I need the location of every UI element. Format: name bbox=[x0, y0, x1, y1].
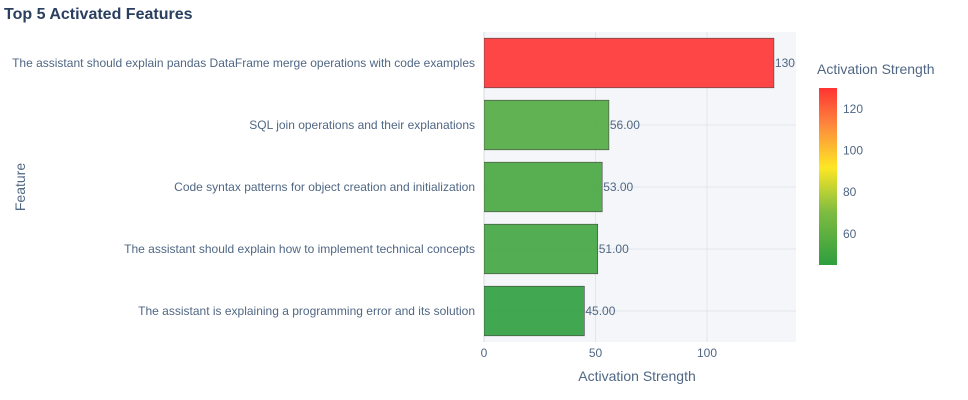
bar-value-label: 45.00 bbox=[585, 304, 615, 318]
colorbar-tick-label: 120 bbox=[843, 102, 863, 116]
bar bbox=[484, 99, 610, 151]
page-title: Top 5 Activated Features bbox=[4, 6, 193, 23]
colorbar-title: Activation Strength bbox=[817, 61, 935, 77]
bar-value-label: 56.00 bbox=[610, 118, 640, 132]
colorbar-tick-label: 60 bbox=[843, 227, 857, 241]
bar-value-label: 130.00 bbox=[775, 56, 812, 70]
bars bbox=[484, 37, 775, 337]
x-tick-label: 0 bbox=[481, 346, 488, 360]
colorbar-tick-label: 100 bbox=[843, 143, 863, 157]
category-labels: The assistant should explain pandas Data… bbox=[12, 56, 475, 318]
bar bbox=[484, 37, 775, 89]
bar-value-label: 51.00 bbox=[599, 242, 629, 256]
bar bbox=[484, 161, 603, 213]
bar bbox=[484, 285, 585, 337]
bar-value-labels: 130.00 56.00 53.00 51.00 45.00 bbox=[585, 56, 812, 318]
colorbar-tick-label: 80 bbox=[843, 185, 857, 199]
category-label: Code syntax patterns for object creation… bbox=[174, 180, 475, 194]
bar bbox=[484, 223, 599, 275]
bar-value-label: 53.00 bbox=[603, 180, 633, 194]
x-tick-label: 100 bbox=[697, 346, 717, 360]
category-label: The assistant should explain pandas Data… bbox=[12, 56, 475, 70]
category-label: SQL join operations and their explanatio… bbox=[249, 118, 475, 132]
x-tick-label: 50 bbox=[589, 346, 603, 360]
x-axis-title: Activation Strength bbox=[578, 368, 696, 384]
category-label: The assistant should explain how to impl… bbox=[124, 242, 475, 256]
y-axis-title: Feature bbox=[12, 163, 28, 211]
x-tick-labels: 0 50 100 bbox=[481, 346, 718, 360]
category-label: The assistant is explaining a programmin… bbox=[138, 304, 475, 318]
colorbar bbox=[819, 88, 837, 265]
colorbar-ticks: 60 80 100 120 bbox=[843, 102, 863, 241]
